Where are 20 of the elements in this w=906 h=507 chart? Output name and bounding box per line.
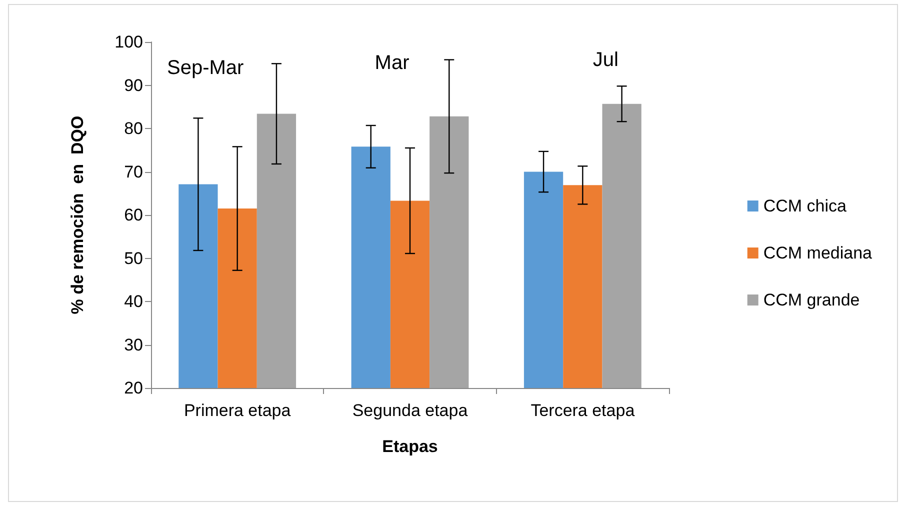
legend-label: CCM chica <box>763 196 848 216</box>
annotation: Sep-Mar <box>166 57 244 79</box>
y-tick-label: 100 <box>114 32 143 52</box>
x-axis-title: Etapas <box>382 437 438 456</box>
y-tick-label: 40 <box>124 292 143 311</box>
x-tick-label: Tercera etapa <box>530 401 636 420</box>
y-tick-label: 60 <box>124 206 143 224</box>
x-tick-label: Segunda etapa <box>352 401 468 420</box>
x-tick-label: Primera etapa <box>184 401 292 420</box>
legend-label: CCM mediana <box>763 244 873 262</box>
y-tick-label: 20 <box>124 378 143 398</box>
y-tick-label: 80 <box>124 119 143 138</box>
y-tick-label: 90 <box>124 76 143 95</box>
y-axis-title: % de remoción en DQO <box>68 116 87 314</box>
y-tick-label: 30 <box>124 335 143 354</box>
legend-label: CCM grande <box>763 290 860 310</box>
y-tick-label: 70 <box>124 162 143 182</box>
annotation: Mar <box>374 52 410 74</box>
y-tick-label: 50 <box>124 248 143 268</box>
annotation: Jul <box>592 49 618 71</box>
